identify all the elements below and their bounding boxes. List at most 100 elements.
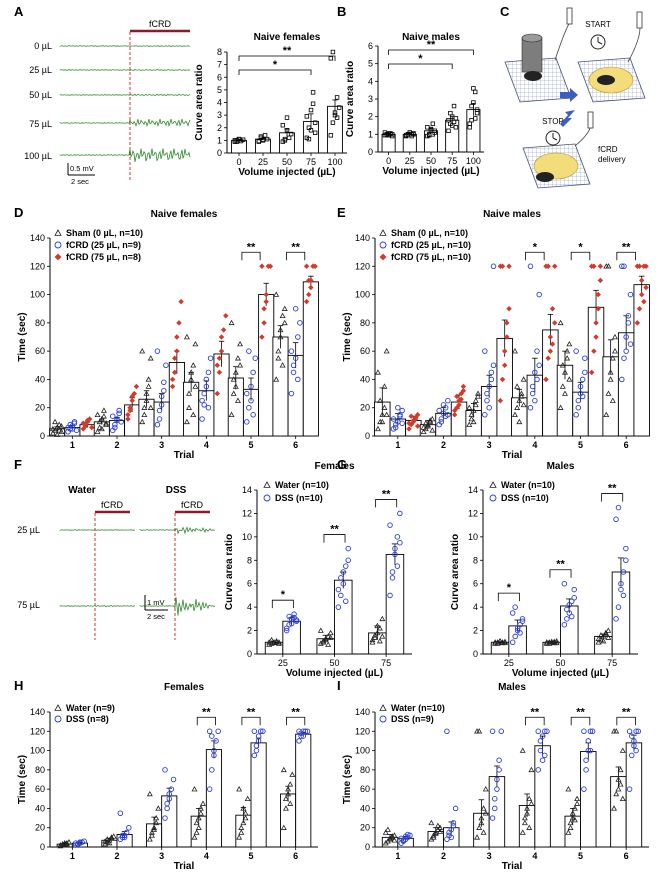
significance-bracket (616, 716, 636, 726)
data-point (564, 606, 570, 613)
data-point (153, 814, 160, 821)
data-point (303, 298, 310, 305)
data-point (551, 638, 558, 644)
y-tick-label: 80 (35, 765, 45, 775)
data-point (284, 128, 290, 133)
y-tick-label: 120 (355, 261, 370, 271)
x-tick-label: 100 (327, 157, 342, 167)
data-point (163, 362, 169, 369)
data-point (96, 424, 103, 430)
x-tick-label: 1 (395, 851, 400, 861)
data-point (123, 829, 130, 836)
data-point (141, 411, 148, 418)
data-point (139, 348, 146, 354)
data-point (545, 355, 551, 361)
data-point (273, 376, 280, 382)
data-point (377, 397, 384, 403)
data-point (207, 355, 214, 361)
data-point (154, 348, 161, 354)
data-point (482, 412, 488, 418)
x-tick-label: 75 (447, 156, 457, 166)
x-tick-label: 5 (578, 440, 583, 450)
data-point (615, 604, 622, 610)
panel-letter: G (337, 457, 347, 472)
data-point (374, 425, 381, 432)
chart-e-time-males: Naive males 0 20 40 60 80 100 120 140 Time (sec) T… (342, 209, 650, 461)
significance-label: ** (330, 524, 339, 536)
data-point (334, 95, 340, 100)
panel-letter: D (14, 205, 23, 220)
data-point (405, 831, 411, 838)
trace-label: 100 µL (24, 151, 52, 161)
data-point (581, 728, 587, 735)
data-point (381, 404, 388, 410)
data-point (577, 383, 584, 390)
emg-trace (59, 605, 136, 608)
data-point (345, 557, 351, 564)
data-point (625, 320, 632, 326)
data-point (516, 418, 523, 425)
data-point (293, 617, 300, 623)
data-point (392, 545, 398, 552)
y-tick-label: 6 (217, 72, 222, 82)
legend-marker (489, 481, 497, 488)
data-point (338, 575, 344, 581)
data-point (280, 824, 287, 830)
data-point (448, 110, 453, 116)
legend-label: DSS (n=8) (66, 714, 109, 724)
data-point (261, 305, 267, 312)
data-point (267, 263, 274, 270)
data-point (201, 402, 207, 408)
legend-label: Water (n=10) (275, 480, 329, 490)
data-point (263, 291, 269, 298)
data-point (582, 355, 588, 361)
x-axis-label: Trial (502, 861, 523, 872)
x-tick-label: 6 (624, 440, 629, 450)
data-point (306, 291, 312, 298)
data-point (125, 416, 131, 422)
data-point (482, 786, 489, 792)
chart-b-curve-area-males: Naive males 0 1 2 3 4 5 6 Curve area ratio Volume… (345, 32, 484, 177)
legend-marker (54, 241, 62, 249)
data-point (408, 413, 414, 419)
trace-label: 0 µL (34, 41, 52, 51)
x-tick-label: 2 (441, 851, 446, 861)
data-point (284, 115, 290, 120)
bar (258, 294, 275, 437)
data-point (129, 393, 135, 400)
data-point (262, 133, 268, 138)
data-point (49, 425, 56, 432)
data-point (574, 800, 581, 806)
y-tick-label: 0 (247, 649, 252, 659)
data-point (561, 369, 568, 375)
data-point (617, 781, 624, 787)
data-point (379, 418, 386, 425)
data-point (499, 263, 506, 270)
data-point (467, 121, 472, 126)
panel-letter: A (14, 4, 24, 19)
data-point (561, 580, 568, 587)
y-axis-label: Curve area ratio (345, 61, 356, 137)
significance-bracket (238, 69, 312, 75)
data-point (526, 824, 533, 830)
data-point (292, 355, 299, 361)
significance-label: ** (291, 241, 300, 253)
data-point (626, 728, 633, 735)
data-point (383, 411, 390, 418)
crd-label: fCRD (149, 19, 171, 29)
significance-label: * (533, 241, 538, 253)
data-point (147, 355, 154, 361)
data-point (474, 834, 481, 840)
data-point (529, 390, 536, 397)
data-point (223, 313, 229, 319)
data-point (310, 101, 316, 106)
data-point (589, 728, 596, 735)
data-point (438, 419, 445, 425)
data-point (444, 728, 450, 735)
data-point (162, 767, 168, 773)
data-point (312, 120, 318, 125)
data-point (546, 640, 553, 646)
scale-sec: 2 sec (71, 177, 89, 186)
chart-title: Naive males (483, 209, 541, 220)
legend-label: fCRD (25 µL, n=10) (391, 240, 471, 250)
